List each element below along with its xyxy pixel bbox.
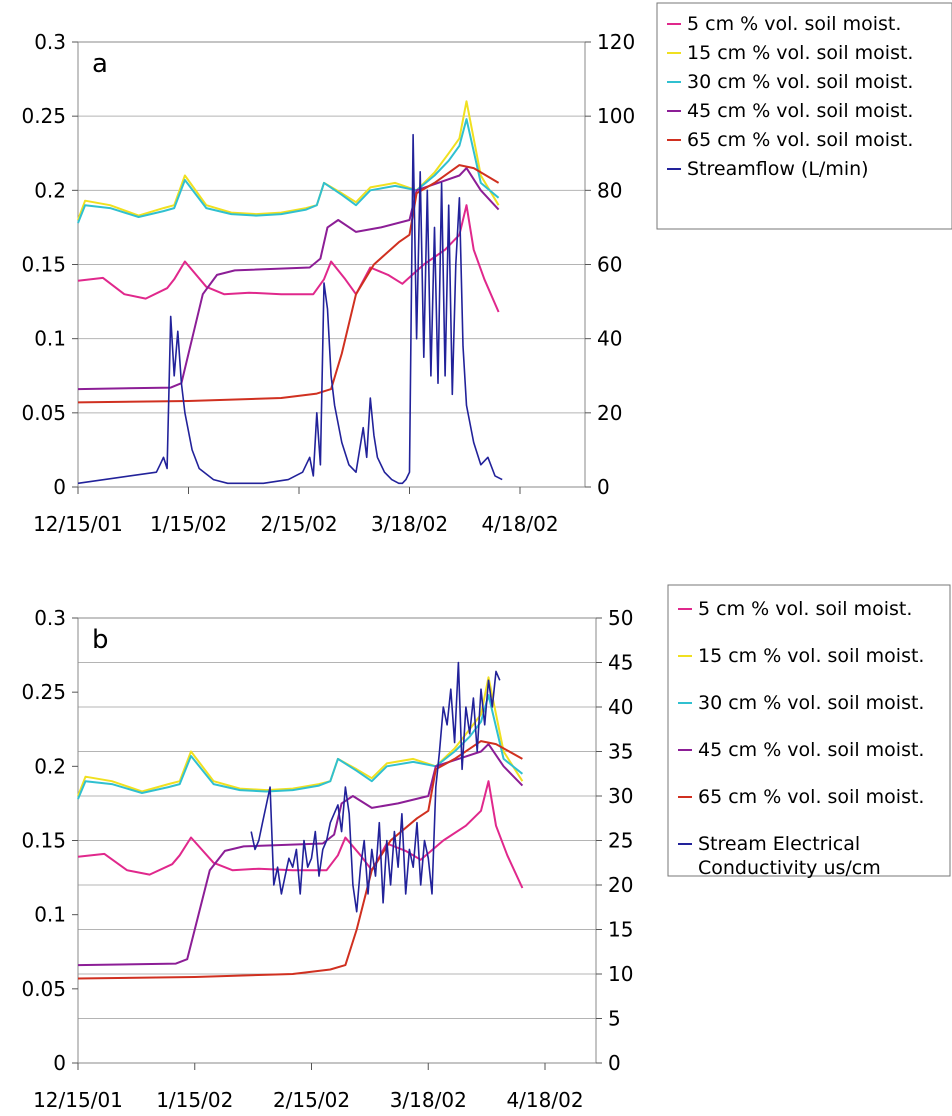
y-right-tick-label: 15 <box>608 918 633 942</box>
y-left-tick-label: 0.1 <box>34 327 66 351</box>
x-tick-label: 1/15/02 <box>150 512 227 536</box>
series-line-4 <box>77 167 500 391</box>
panel-label: a <box>92 49 108 79</box>
y-right-tick-label: 60 <box>597 253 622 277</box>
legend-label: 30 cm % vol. soil moist. <box>698 692 924 714</box>
y-left-tick-label: 0.05 <box>21 977 66 1001</box>
x-tick-label: 12/15/01 <box>33 1088 123 1112</box>
series-line-1 <box>77 780 524 889</box>
legend-label: 30 cm % vol. soil moist. <box>687 71 913 93</box>
x-tick-label: 4/18/02 <box>506 1088 583 1112</box>
legend-label: 65 cm % vol. soil moist. <box>698 786 924 808</box>
legend-label: Stream Electrical Conductivity us/cm <box>698 833 881 879</box>
y-right-tick-label: 40 <box>608 695 633 719</box>
chart-panel-a: 0 0.05 0.1 0.15 0.2 0.25 0.3 0 20 40 60 80 100 120 12/… <box>21 2 952 536</box>
y-left-tick-label: 0.25 <box>21 680 66 704</box>
y-left-tick-label: 0.3 <box>34 30 66 54</box>
series-line-6 <box>250 661 501 913</box>
y-left-tick-label: 0.25 <box>21 104 66 128</box>
series-line-5 <box>77 740 523 980</box>
legend-label: 5 cm % vol. soil moist. <box>698 598 912 620</box>
legend-label: Streamflow (L/min) <box>687 158 869 180</box>
y-right-tick-label: 10 <box>608 962 633 986</box>
legend-label: 45 cm % vol. soil moist. <box>698 739 924 761</box>
y-left-tick-label: 0.05 <box>21 401 66 425</box>
legend-label: 65 cm % vol. soil moist. <box>687 129 913 151</box>
series-line-3 <box>77 118 500 224</box>
x-tick-label: 3/18/02 <box>371 512 448 536</box>
x-tick-label: 2/15/02 <box>273 1088 350 1112</box>
x-tick-label: 12/15/01 <box>33 512 123 536</box>
y-right-tick-label: 0 <box>608 1051 621 1075</box>
series-line-6 <box>77 133 503 485</box>
y-right-tick-label: 45 <box>608 651 633 675</box>
series-line-2 <box>77 676 524 797</box>
y-left-tick-label: 0.3 <box>34 606 66 630</box>
y-right-tick-label: 40 <box>597 327 622 351</box>
series-line-4 <box>77 743 524 967</box>
y-right-tick-label: 20 <box>608 873 633 897</box>
series-line-3 <box>77 694 524 800</box>
x-tick-label: 4/18/02 <box>481 512 558 536</box>
y-left-tick-label: 0.15 <box>21 253 66 277</box>
y-left-tick-label: 0 <box>53 1051 66 1075</box>
y-right-tick-label: 35 <box>608 740 633 764</box>
y-right-tick-label: 30 <box>608 784 633 808</box>
legend: 5 cm % vol. soil moist. 15 cm % vol. soil… <box>656 2 952 230</box>
series-line-2 <box>77 100 500 221</box>
y-right-tick-label: 80 <box>597 178 622 202</box>
x-tick-label: 2/15/02 <box>260 512 337 536</box>
panel-label: b <box>92 625 109 655</box>
y-right-tick-label: 100 <box>597 104 635 128</box>
y-left-tick-label: 0.15 <box>21 829 66 853</box>
y-left-tick-label: 0.1 <box>34 903 66 927</box>
series-line-5 <box>77 164 500 404</box>
legend-label: 45 cm % vol. soil moist. <box>687 100 913 122</box>
y-right-tick-label: 120 <box>597 30 635 54</box>
legend-box <box>667 584 951 877</box>
y-right-tick-label: 25 <box>608 829 633 853</box>
x-tick-label: 3/18/02 <box>390 1088 467 1112</box>
y-right-tick-label: 20 <box>597 401 622 425</box>
y-left-tick-label: 0.2 <box>34 754 66 778</box>
legend-label: 15 cm % vol. soil moist. <box>687 42 913 64</box>
legend: 5 cm % vol. soil moist. 15 cm % vol. soil… <box>667 584 951 879</box>
y-left-tick-label: 0.2 <box>34 178 66 202</box>
y-left-tick-label: 0 <box>53 475 66 499</box>
legend-label: 5 cm % vol. soil moist. <box>687 13 901 35</box>
y-right-tick-label: 0 <box>597 475 610 499</box>
y-right-tick-label: 50 <box>608 606 633 630</box>
x-tick-label: 1/15/02 <box>156 1088 233 1112</box>
legend-box <box>656 2 952 230</box>
chart-panel-b: 0 0.05 0.1 0.15 0.2 0.25 0.3 0 5 10 15 20 25 30 35 40 45… <box>21 584 951 1112</box>
legend-label: 15 cm % vol. soil moist. <box>698 645 924 667</box>
y-right-tick-label: 5 <box>608 1007 621 1031</box>
